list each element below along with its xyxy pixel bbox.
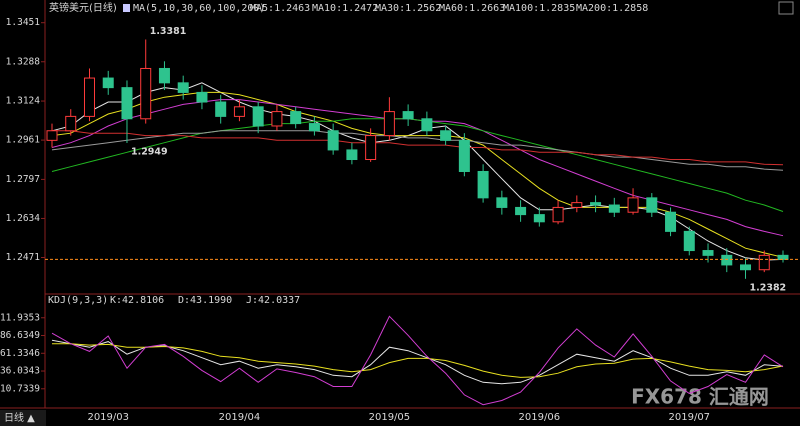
candle-body (458, 139, 470, 172)
candle-body (496, 197, 508, 208)
indicator-line (51, 315, 784, 406)
y-tick-label: 1.3124 (6, 96, 41, 107)
legend-entry: MA60:1.2663 (439, 3, 505, 14)
extreme-label: 1.3381 (150, 26, 187, 37)
candle-body (215, 101, 227, 117)
x-tick-label: 2019/03 (87, 412, 129, 423)
candle-body (683, 230, 695, 252)
y-tick-label: 86.6349 (0, 330, 40, 341)
candle-body (777, 254, 789, 260)
y-tick-label: 1.3451 (6, 17, 41, 28)
indicator-line (51, 339, 784, 385)
candle-body (402, 111, 414, 120)
candle-body (177, 82, 189, 93)
moving-average-line (51, 118, 784, 212)
candle-body (477, 170, 489, 199)
indicator-line (52, 343, 784, 378)
candle-body (421, 118, 433, 132)
x-tick-label: 2019/05 (369, 412, 411, 423)
candle-body (140, 67, 152, 120)
candle-body (158, 67, 170, 84)
candle-body (740, 264, 752, 271)
candle-body (383, 111, 395, 137)
candle-body (83, 77, 95, 117)
chart-title: KDJ(9,3,3) (48, 295, 108, 306)
candle-body (721, 254, 733, 266)
candle-body (65, 115, 77, 132)
moving-average-line (51, 130, 784, 171)
candle-body (308, 123, 320, 132)
candle-body (533, 214, 545, 223)
legend-entry: D:43.1990 (178, 295, 232, 306)
moving-average-line (51, 91, 784, 258)
watermark: FX678 汇通网 (631, 385, 769, 409)
candle-body (515, 206, 527, 216)
x-tick-label: 2019/07 (669, 412, 711, 423)
legend-entry: MA5:1.2463 (250, 3, 310, 14)
legend-entry: MA10:1.2472 (312, 3, 378, 14)
y-tick-label: 1.2961 (6, 135, 41, 146)
period-button-bg[interactable] (0, 410, 46, 426)
extreme-label: 1.2949 (131, 146, 168, 157)
chart-title: 英镑美元(日线) (49, 1, 117, 14)
settings-icon[interactable] (123, 4, 130, 12)
candle-body (608, 204, 620, 213)
candle-body (46, 130, 58, 141)
candle-body (346, 149, 358, 161)
moving-average-line (52, 130, 784, 166)
period-button[interactable]: 日线 ▲ (4, 411, 35, 424)
x-tick-label: 2019/06 (519, 412, 561, 423)
panel-icon[interactable] (778, 1, 794, 15)
candle-body (758, 254, 770, 271)
candle-body (665, 211, 677, 232)
y-tick-label: 36.0343 (0, 366, 40, 377)
candle-body (590, 202, 602, 206)
candle-body (233, 106, 245, 117)
candle-body (102, 77, 114, 89)
candle-body (440, 130, 452, 141)
x-tick-label: 2019/04 (219, 412, 261, 423)
candle-body (702, 250, 714, 256)
candle-body (196, 91, 208, 103)
extreme-label: 1.2382 (750, 282, 787, 293)
candle-body (252, 106, 264, 127)
candle-body (327, 130, 339, 151)
candle-body (627, 197, 639, 213)
y-tick-label: 10.7339 (0, 383, 40, 394)
legend-entry: MA100:1.2835 (503, 3, 575, 14)
y-tick-label: 1.2634 (6, 213, 41, 224)
candle-body (646, 197, 658, 213)
legend-entry: K:42.8106 (110, 295, 164, 306)
y-tick-label: 111.9353 (0, 312, 40, 323)
y-tick-label: 1.2471 (6, 252, 41, 263)
candle-body (271, 111, 283, 127)
candle-body (121, 87, 133, 120)
y-tick-label: 61.3346 (0, 348, 40, 359)
candle-body (571, 202, 583, 208)
candle-body (552, 206, 564, 223)
chart-subtitle: MA(5,10,30,60,100,200) (133, 3, 265, 14)
legend-entry: MA200:1.2858 (576, 3, 648, 14)
legend-entry: J:42.0337 (246, 295, 300, 306)
legend-entry: MA30:1.2562 (375, 3, 441, 14)
y-tick-label: 1.3288 (6, 56, 41, 67)
moving-average-line (51, 82, 784, 261)
y-tick-label: 1.2797 (6, 174, 40, 185)
candle-body (365, 135, 377, 161)
candle-body (290, 111, 302, 125)
